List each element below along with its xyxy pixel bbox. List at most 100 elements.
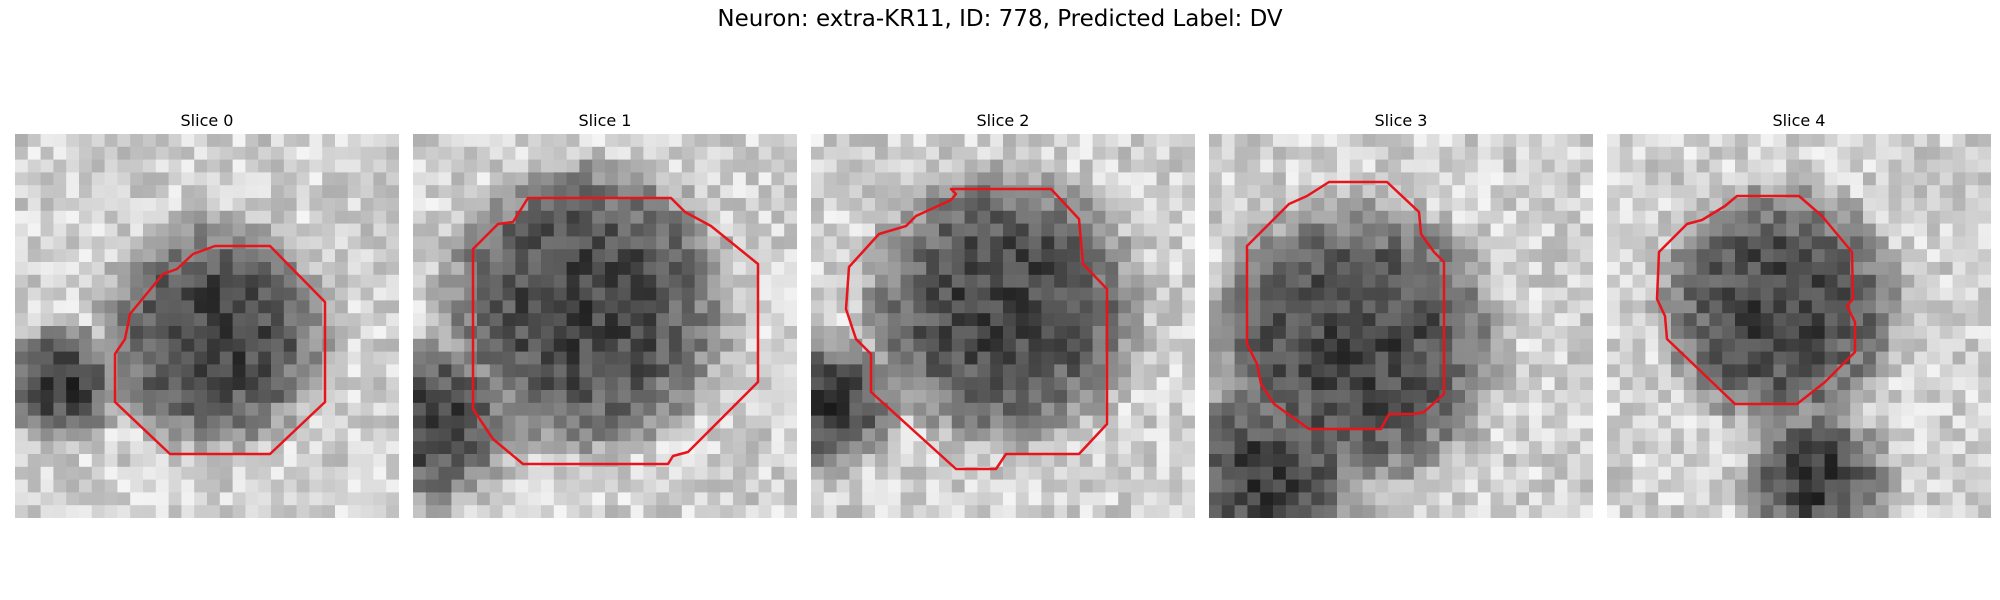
- image-pixel: [1863, 492, 1877, 506]
- image-pixel: [1337, 364, 1351, 378]
- image-pixel: [53, 198, 67, 212]
- image-pixel: [155, 505, 170, 518]
- image-pixel: [1234, 505, 1248, 518]
- image-pixel: [669, 274, 683, 289]
- image-pixel: [1298, 313, 1312, 327]
- image-pixel: [1927, 454, 1941, 468]
- image-pixel: [1182, 492, 1195, 506]
- image-pixel: [1978, 249, 1991, 263]
- image-pixel: [1465, 441, 1479, 455]
- image-pixel: [1260, 185, 1274, 199]
- image-pixel: [477, 185, 491, 199]
- image-pixel: [373, 236, 387, 250]
- image-pixel: [553, 274, 568, 289]
- image-pixel: [1118, 236, 1132, 250]
- image-pixel: [823, 479, 838, 493]
- image-pixel: [1209, 351, 1223, 365]
- image-pixel: [1054, 479, 1068, 493]
- image-pixel: [322, 274, 336, 289]
- image-pixel: [758, 185, 772, 199]
- image-pixel: [977, 134, 991, 148]
- image-pixel: [451, 338, 465, 353]
- image-pixel: [681, 390, 696, 404]
- image-pixel: [1786, 223, 1800, 237]
- image-pixel: [1092, 146, 1106, 161]
- image-pixel: [823, 505, 838, 518]
- image-pixel: [733, 274, 747, 289]
- image-pixel: [1401, 390, 1415, 404]
- image-pixel: [1696, 326, 1710, 340]
- image-pixel: [1131, 236, 1145, 250]
- image-pixel: [1619, 159, 1634, 173]
- image-pixel: [771, 492, 785, 506]
- image-pixel: [1169, 287, 1183, 301]
- image-pixel: [15, 351, 29, 365]
- image-pixel: [1632, 249, 1646, 263]
- image-pixel: [951, 428, 966, 442]
- image-pixel: [1541, 223, 1556, 237]
- image-pixel: [1234, 351, 1248, 365]
- image-pixel: [656, 441, 670, 455]
- image-pixel: [1619, 274, 1634, 289]
- image-pixel: [1607, 338, 1621, 353]
- image-pixel: [528, 287, 542, 301]
- image-pixel: [1439, 390, 1453, 404]
- image-pixel: [1888, 185, 1902, 199]
- image-pixel: [1888, 249, 1902, 263]
- image-pixel: [758, 172, 772, 186]
- image-pixel: [1260, 415, 1274, 429]
- image-pixel: [1914, 134, 1928, 148]
- image-pixel: [477, 454, 491, 468]
- image-pixel: [347, 262, 362, 276]
- image-pixel: [1554, 454, 1568, 468]
- image-pixel: [309, 223, 323, 237]
- image-pixel: [1529, 223, 1543, 237]
- image-pixel: [104, 313, 118, 327]
- image-pixel: [1786, 236, 1800, 250]
- image-pixel: [79, 351, 93, 365]
- image-pixel: [1247, 198, 1261, 212]
- image-pixel: [1311, 415, 1325, 429]
- image-pixel: [425, 274, 440, 289]
- image-pixel: [758, 364, 772, 378]
- image-pixel: [1645, 287, 1659, 301]
- image-pixel: [360, 236, 374, 250]
- image-pixel: [745, 326, 760, 340]
- image-pixel: [1722, 326, 1736, 340]
- image-pixel: [258, 287, 272, 301]
- image-pixel: [875, 236, 889, 250]
- image-pixel: [887, 210, 902, 225]
- image-pixel: [489, 505, 504, 518]
- image-pixel: [669, 262, 683, 276]
- image-pixel: [79, 454, 93, 468]
- image-pixel: [15, 172, 29, 186]
- image-pixel: [849, 172, 863, 186]
- image-pixel: [875, 172, 889, 186]
- image-pixel: [900, 172, 914, 186]
- image-pixel: [1401, 466, 1415, 481]
- image-pixel: [245, 415, 259, 429]
- image-pixel: [758, 210, 772, 225]
- image-pixel: [1619, 223, 1634, 237]
- image-pixel: [528, 134, 542, 148]
- image-pixel: [1388, 390, 1402, 404]
- slice-image: [1607, 134, 1991, 518]
- image-pixel: [1362, 274, 1376, 289]
- image-pixel: [1003, 134, 1017, 148]
- image-pixel: [1747, 505, 1762, 518]
- image-pixel: [1580, 338, 1593, 353]
- image-pixel: [425, 236, 440, 250]
- image-pixel: [1567, 364, 1581, 378]
- image-pixel: [1658, 505, 1672, 518]
- image-pixel: [360, 287, 374, 301]
- image-pixel: [643, 236, 657, 250]
- image-pixel: [386, 492, 399, 506]
- image-pixel: [1747, 134, 1762, 148]
- slice-panel-1: Slice 1: [413, 108, 797, 518]
- image-pixel: [1671, 505, 1685, 518]
- image-pixel: [758, 287, 772, 301]
- image-pixel: [1567, 466, 1581, 481]
- image-pixel: [53, 466, 67, 481]
- image-pixel: [1760, 402, 1774, 417]
- image-pixel: [1273, 262, 1287, 276]
